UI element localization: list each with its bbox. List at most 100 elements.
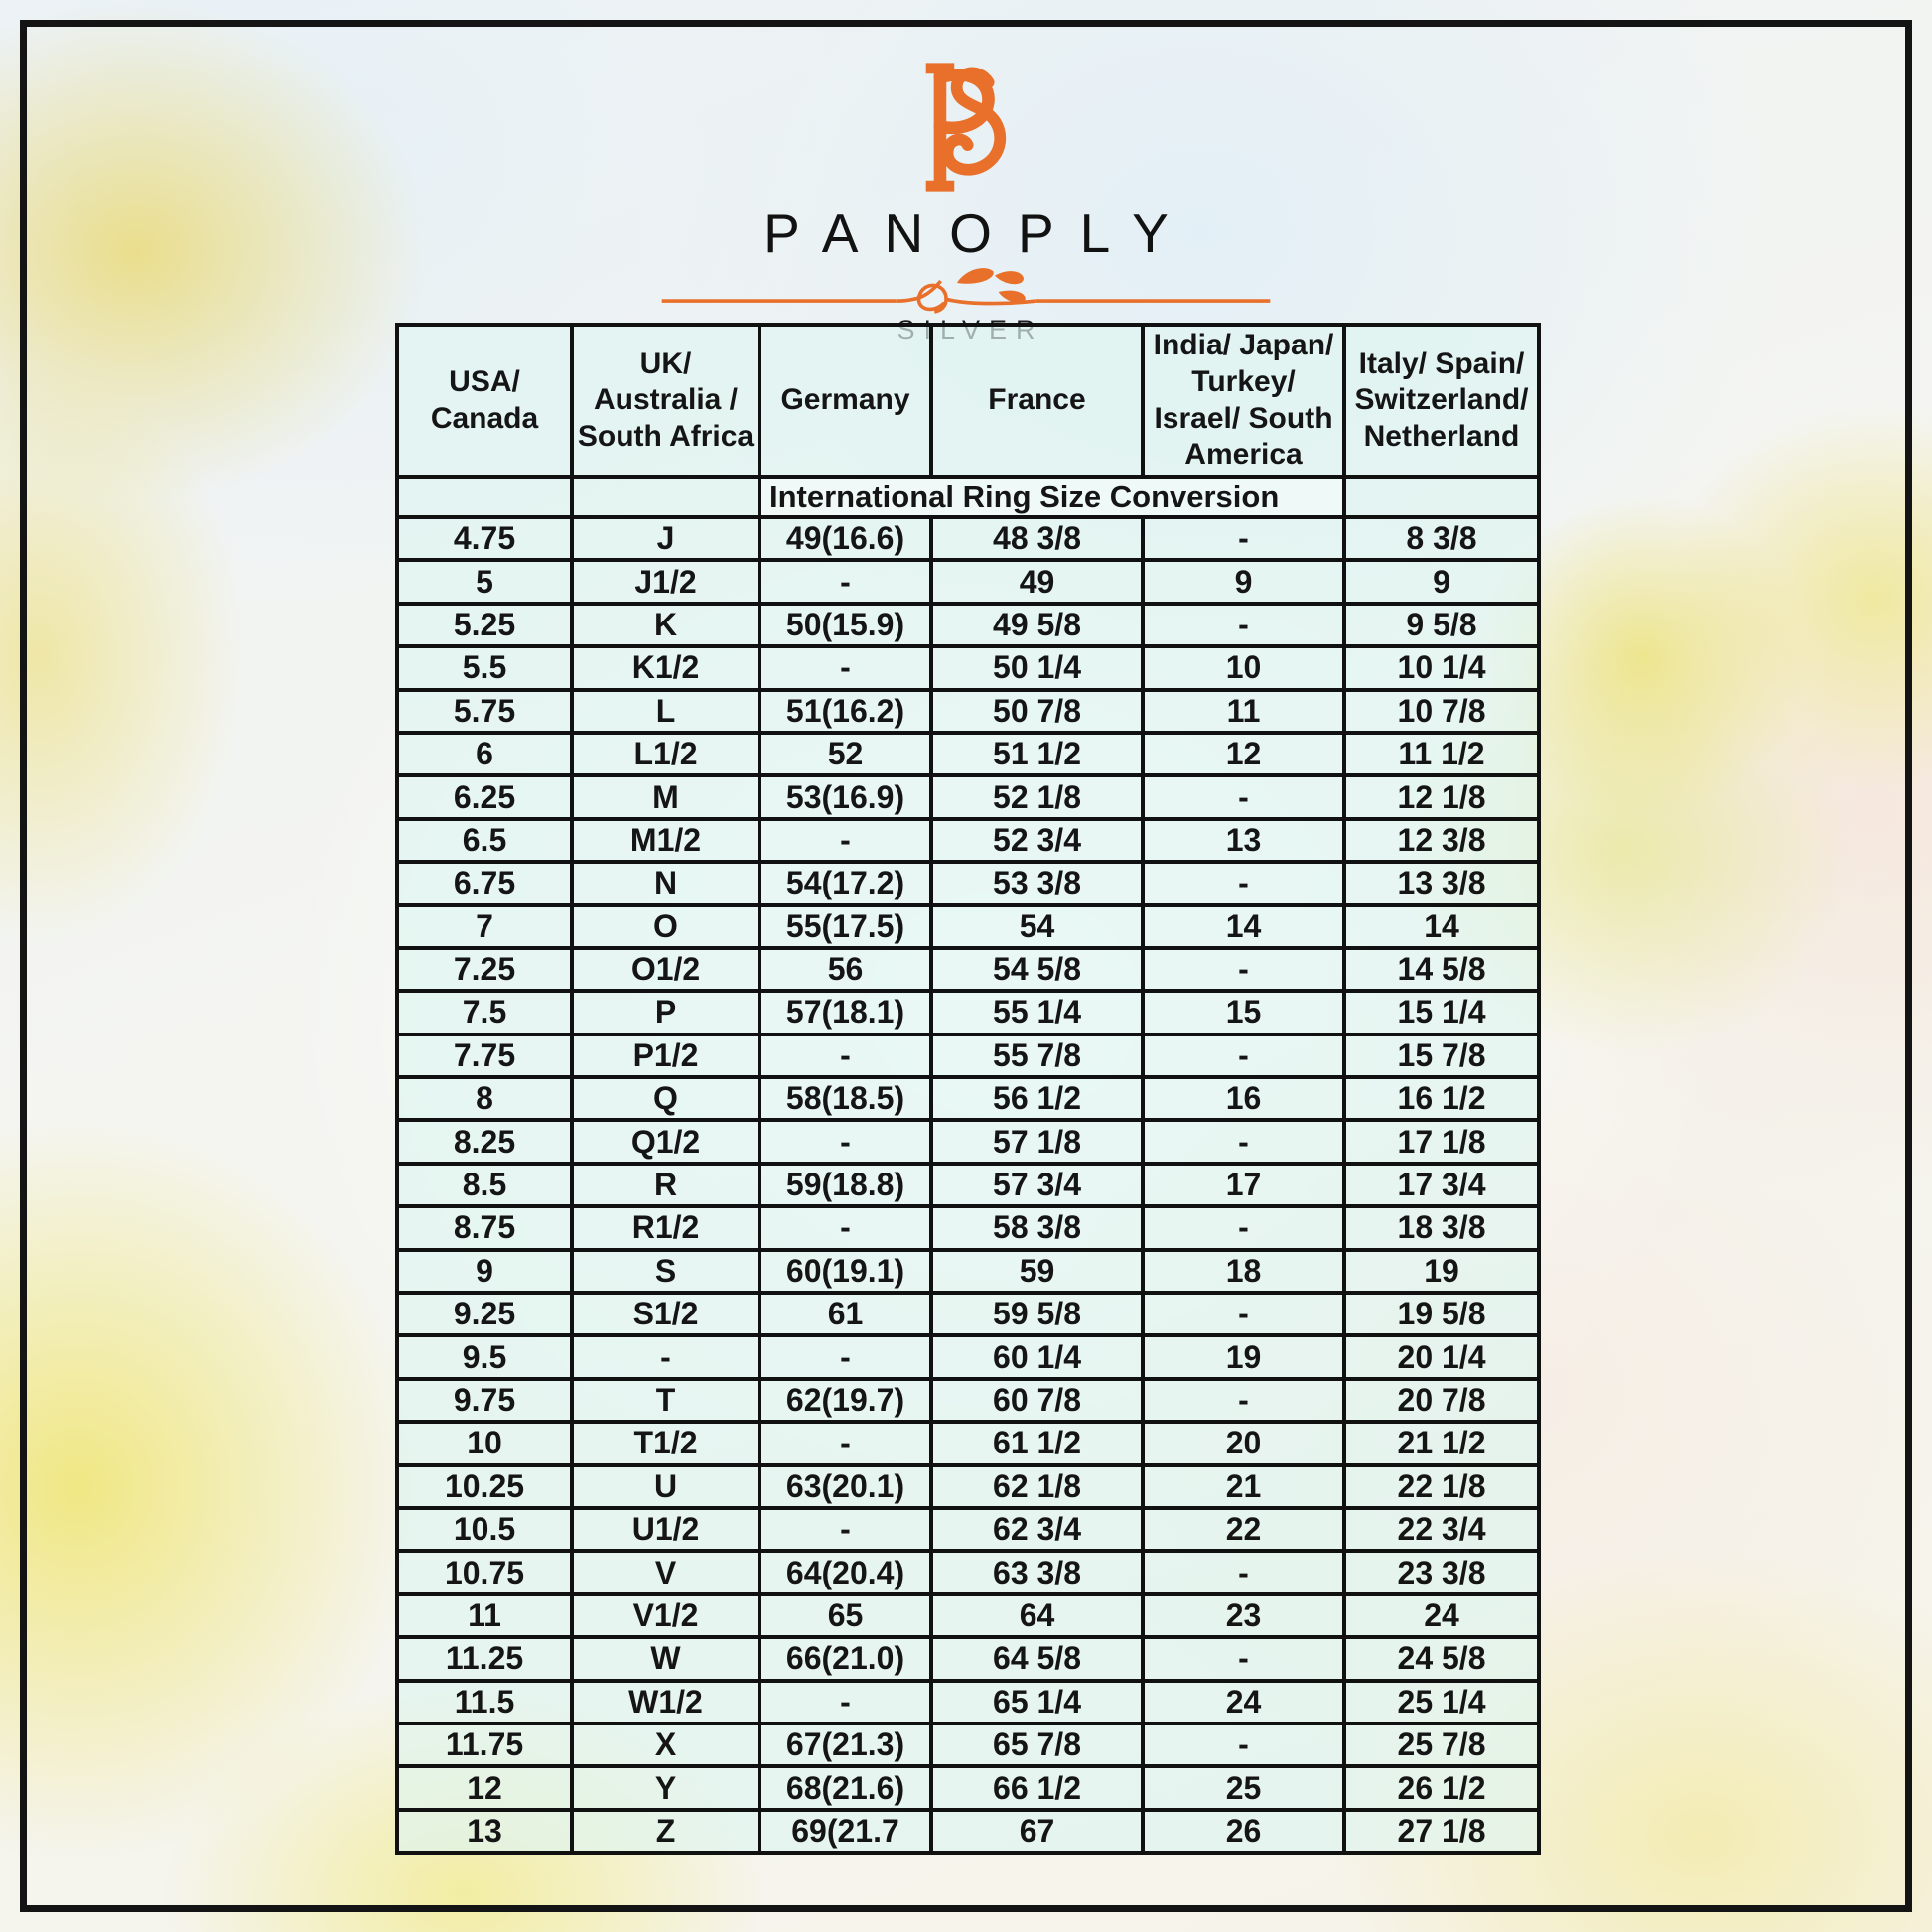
- ring-size-cell: O1/2: [570, 945, 761, 994]
- ring-size-cell: 54: [929, 902, 1145, 950]
- ring-size-cell: 11 1/2: [1342, 730, 1541, 778]
- ring-size-cell: 69(21.7: [758, 1807, 933, 1856]
- table-row: 11 V1/2 65 64 23 24: [395, 1591, 1541, 1640]
- ring-size-cell: 52 3/4: [929, 816, 1145, 865]
- ring-size-cell: -: [1141, 773, 1346, 821]
- brand-name: PANOPLY: [763, 203, 1194, 264]
- ring-size-cell: 9 5/8: [1342, 601, 1541, 649]
- table-row: 4.75 J 49(16.6) 48 3/8-8 3/8: [395, 514, 1541, 563]
- ring-size-cell: 12: [395, 1764, 574, 1812]
- ring-size-cell: 6.75: [395, 860, 574, 907]
- ring-size-cell: Q: [570, 1075, 761, 1123]
- ring-size-cell: 60 1/4: [929, 1333, 1145, 1381]
- ring-size-cell: 22: [1141, 1505, 1346, 1554]
- table-row: 9.75 T 62(19.7) 60 7/8-20 7/8: [395, 1376, 1541, 1425]
- table-row: 8.5 R 59(18.8) 57 3/4 17 17 3/4: [395, 1161, 1541, 1209]
- ring-size-cell: 65 7/8: [929, 1721, 1145, 1769]
- ring-size-cell: 6.5: [395, 816, 574, 865]
- ring-size-cell: L: [570, 687, 761, 735]
- ring-size-cell: 57 1/8: [929, 1118, 1145, 1166]
- ring-size-cell: 62 1/8: [929, 1462, 1145, 1511]
- ring-size-cell: 9: [1141, 558, 1346, 606]
- ring-size-cell: 20: [1141, 1420, 1346, 1467]
- ring-size-cell: -: [1141, 514, 1346, 563]
- ring-size-cell: 25: [1141, 1764, 1346, 1812]
- ring-size-cell: 5.75: [395, 687, 574, 735]
- table-row: 6.25 M 53(16.9) 52 1/8-12 1/8: [395, 773, 1541, 821]
- ring-size-cell: 22 3/4: [1342, 1505, 1541, 1554]
- ring-size-cell: 19 5/8: [1342, 1291, 1541, 1338]
- ring-size-cell: 65 1/4: [929, 1678, 1145, 1725]
- ring-size-cell: 49(16.6): [758, 514, 933, 563]
- ring-size-cell: 10.5: [395, 1505, 574, 1554]
- ring-size-cell: 10 7/8: [1342, 687, 1541, 735]
- ring-size-cell: 50 7/8: [929, 687, 1145, 735]
- table-row: 11.25 W 66(21.0) 64 5/8-24 5/8: [395, 1635, 1541, 1683]
- ring-size-cell: W: [570, 1635, 761, 1683]
- ring-size-cell: 67(21.3): [758, 1721, 933, 1769]
- column-header: France: [929, 323, 1145, 479]
- ring-size-cell: 53 3/8: [929, 860, 1145, 907]
- ring-size-cell: 55 7/8: [929, 1032, 1145, 1080]
- ring-size-cell: 55(17.5): [758, 902, 933, 950]
- ring-size-cell: N: [570, 860, 761, 907]
- ring-size-cell: 20 1/4: [1342, 1333, 1541, 1381]
- ring-size-cell: -: [758, 1118, 933, 1166]
- ring-size-cell: 23: [1141, 1591, 1346, 1640]
- ring-size-cell: J1/2: [570, 558, 761, 606]
- ring-size-cell: 54(17.2): [758, 860, 933, 907]
- ring-size-cell: 52: [758, 730, 933, 778]
- ring-size-cell: -: [1141, 1549, 1346, 1596]
- ring-size-cell: 5: [395, 558, 574, 606]
- ring-size-cell: 8.5: [395, 1161, 574, 1209]
- ring-size-cell: -: [758, 644, 933, 692]
- ring-size-cell: 4.75: [395, 514, 574, 563]
- table-row: 9 S 60(19.1) 59 18 19: [395, 1247, 1541, 1296]
- table-row: 6.75 N 54(17.2) 53 3/8-13 3/8: [395, 860, 1541, 907]
- table-row: 10.75 V 64(20.4) 63 3/8-23 3/8: [395, 1549, 1541, 1596]
- table-title: International Ring Size Conversion: [758, 475, 1346, 519]
- ring-size-cell: -: [1141, 1291, 1346, 1338]
- empty-cell: [1342, 475, 1541, 519]
- ring-size-cell: 60(19.1): [758, 1247, 933, 1296]
- ring-size-cell: 59 5/8: [929, 1291, 1145, 1338]
- ring-size-cell: -: [1141, 1376, 1346, 1425]
- table-row: 9.5- -60 1/4 19 20 1/4: [395, 1333, 1541, 1381]
- ring-size-cell: 19: [1342, 1247, 1541, 1296]
- ring-size-cell: -: [758, 1505, 933, 1554]
- ring-size-cell: V1/2: [570, 1591, 761, 1640]
- ring-size-cell: 12: [1141, 730, 1346, 778]
- ring-size-cell: 16: [1141, 1075, 1346, 1123]
- table-row: 7.75 P1/2-55 7/8-15 7/8: [395, 1032, 1541, 1080]
- table-row: 10 T1/2-61 1/2 20 21 1/2: [395, 1420, 1541, 1467]
- ring-size-cell: 16 1/2: [1342, 1075, 1541, 1123]
- empty-cell: [395, 475, 574, 519]
- ring-size-cell: -: [758, 1333, 933, 1381]
- ring-size-cell: 21 1/2: [1342, 1420, 1541, 1467]
- ring-size-cell: Q1/2: [570, 1118, 761, 1166]
- ring-size-cell: -: [1141, 860, 1346, 907]
- ring-size-cell: 59: [929, 1247, 1145, 1296]
- ring-size-cell: 25 1/4: [1342, 1678, 1541, 1725]
- ring-size-cell: 13: [1141, 816, 1346, 865]
- ring-size-cell: J: [570, 514, 761, 563]
- ring-size-cell: 13: [395, 1807, 574, 1856]
- ring-size-cell: 15: [1141, 989, 1346, 1036]
- ring-size-cell: 50 1/4: [929, 644, 1145, 692]
- ring-size-cell: 7.75: [395, 1032, 574, 1080]
- ring-size-cell: 53(16.9): [758, 773, 933, 821]
- ring-size-cell: L1/2: [570, 730, 761, 778]
- ring-size-cell: 60 7/8: [929, 1376, 1145, 1425]
- ps-monogram-icon: [925, 63, 1007, 192]
- ring-size-cell: 24 5/8: [1342, 1635, 1541, 1683]
- ring-size-cell: -: [1141, 1635, 1346, 1683]
- ring-size-cell: 17 3/4: [1342, 1161, 1541, 1209]
- ring-size-cell: 17 1/8: [1342, 1118, 1541, 1166]
- ring-size-cell: 10 1/4: [1342, 644, 1541, 692]
- column-header: Italy/ Spain/ Switzerland/ Netherland: [1342, 323, 1541, 479]
- ring-size-cell: 21: [1141, 1462, 1346, 1511]
- column-header: Germany: [758, 323, 933, 479]
- ring-size-cell: 56: [758, 945, 933, 994]
- ring-size-cell: 20 7/8: [1342, 1376, 1541, 1425]
- brand-header: PANOPLY SILVER: [0, 52, 1932, 345]
